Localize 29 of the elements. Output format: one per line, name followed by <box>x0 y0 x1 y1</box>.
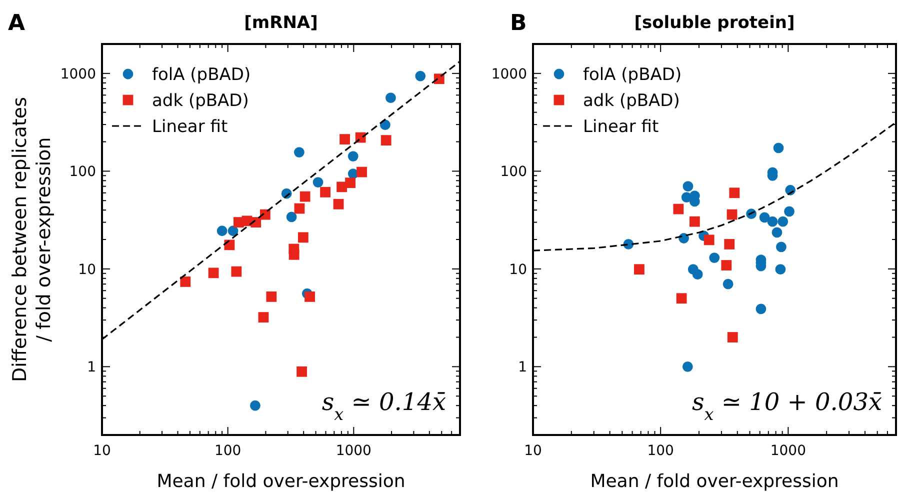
x-axis-title: Mean / fold over-expression <box>590 471 839 492</box>
y-axis-title: Difference between replicates / fold over-expression <box>9 96 55 382</box>
legend-label: Linear fit <box>583 117 659 137</box>
legend-label: folA (pBAD) <box>152 65 251 85</box>
x-axis-title: Mean / fold over-expression <box>156 471 406 492</box>
legend-label: adk (pBAD) <box>583 91 680 111</box>
y-tick-label: 1 <box>87 360 96 376</box>
y-tick-label: 1000 <box>60 66 96 82</box>
y-tick-label: 1000 <box>491 66 527 82</box>
legend-label: folA (pBAD) <box>583 65 682 85</box>
x-tick-label: 1000 <box>770 443 806 459</box>
x-tick-label: 100 <box>214 443 242 459</box>
x-tick-label: 1000 <box>336 443 372 459</box>
chart-title: [soluble protein] <box>634 13 795 33</box>
annotation: s$_{x}$ ≃ 0.14x̄ <box>322 388 446 424</box>
x-tick-label: 10 <box>524 443 542 459</box>
x-tick-label: 100 <box>647 443 674 459</box>
y-tick-label: 10 <box>509 262 527 278</box>
text: B <box>510 11 527 36</box>
text: A <box>8 11 26 36</box>
x-tick-label: 10 <box>93 443 111 459</box>
y-tick-label: 1 <box>518 360 527 376</box>
y-tick-label: 10 <box>78 262 96 278</box>
legend-label: adk (pBAD) <box>152 91 249 111</box>
chart-title: [mRNA] <box>244 13 318 33</box>
y-tick-label: 100 <box>500 164 527 180</box>
annotation: s$_{x}$ ≃ 10 + 0.03x̄ <box>692 388 882 424</box>
y-tick-label: 100 <box>69 164 96 180</box>
legend-label: Linear fit <box>152 117 228 137</box>
